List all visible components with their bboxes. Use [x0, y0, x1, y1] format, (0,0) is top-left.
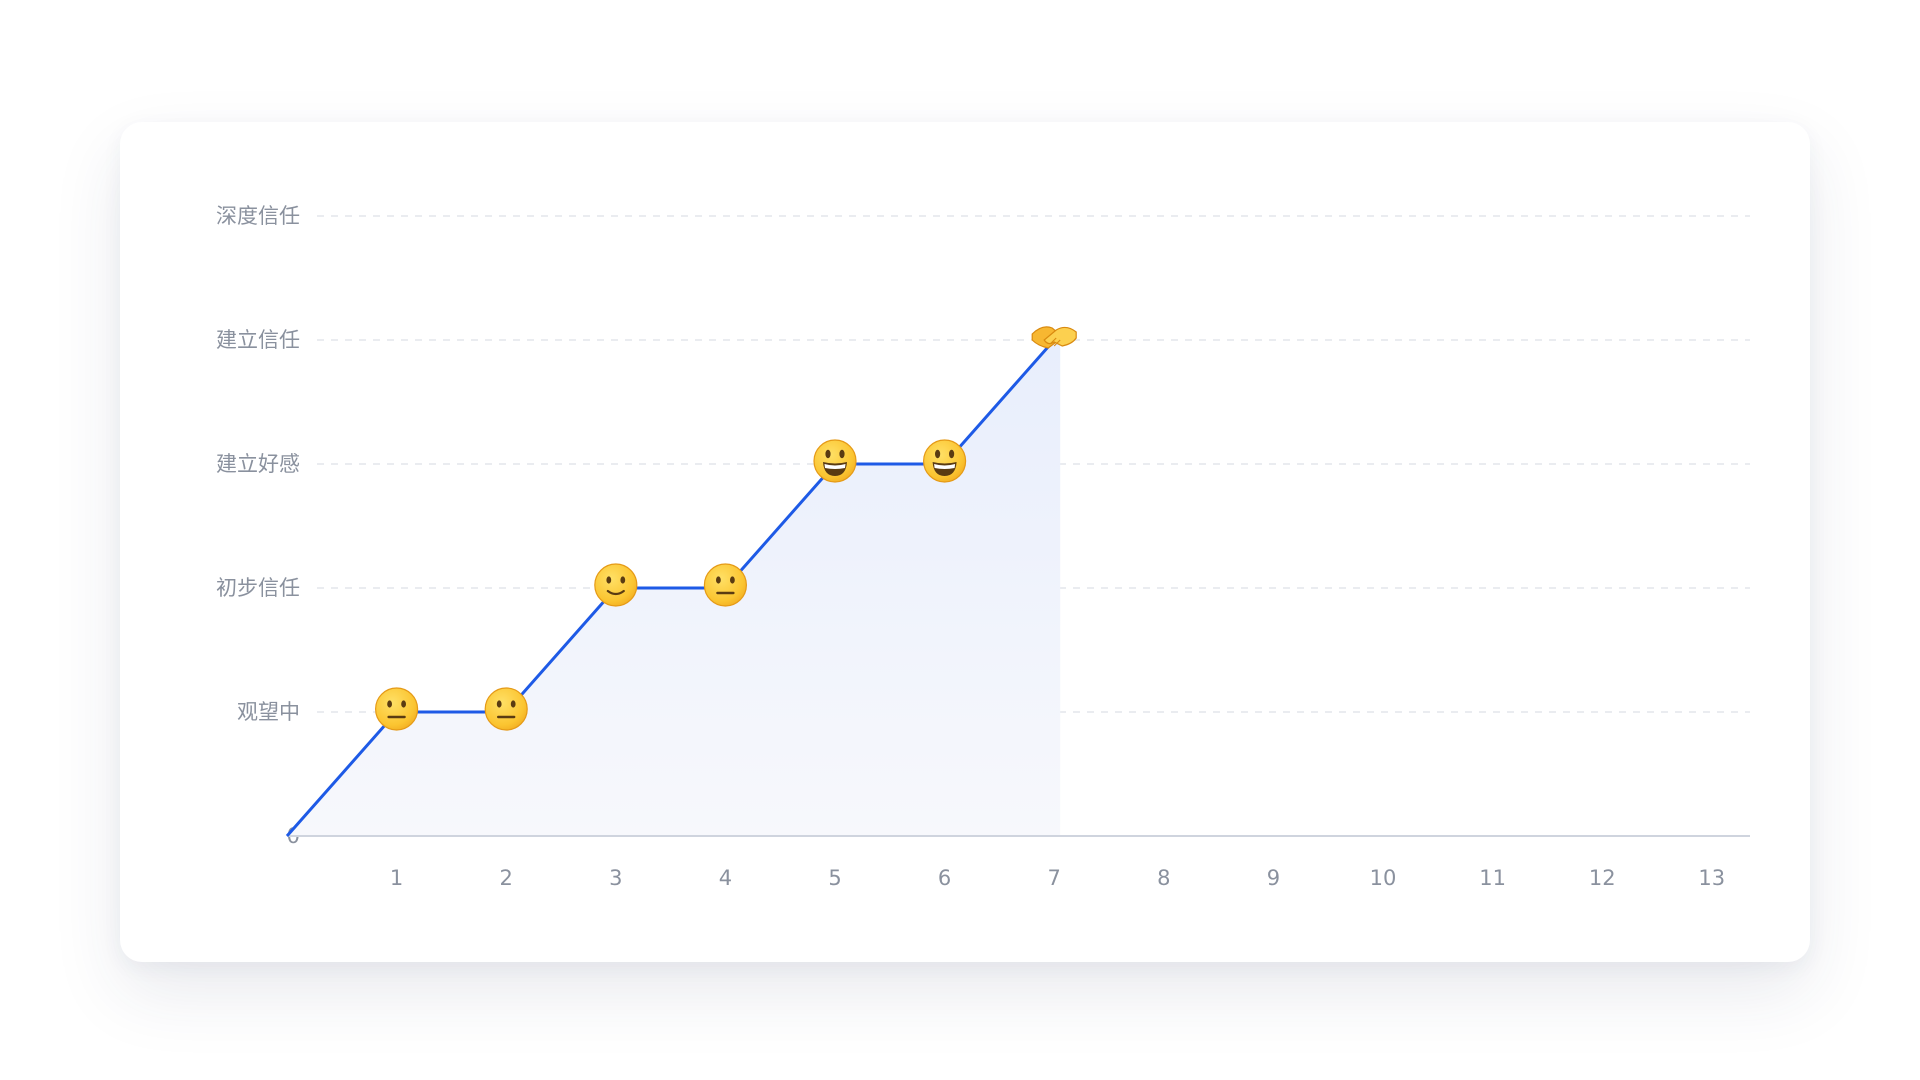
x-tick-label: 8	[1157, 866, 1170, 890]
y-tick-label: 初步信任	[216, 576, 300, 600]
grinning-face-icon	[922, 439, 967, 483]
x-tick-label: 2	[500, 866, 513, 890]
x-tick-label: 7	[1048, 866, 1061, 890]
y-tick-label: 建立好感	[216, 452, 300, 476]
x-tick-label: 10	[1370, 866, 1397, 890]
neutral-face-icon	[703, 563, 748, 607]
series-markers	[375, 326, 1077, 731]
y-tick-label: 深度信任	[216, 204, 300, 228]
x-tick-label: 5	[828, 866, 841, 890]
x-tick-label: 3	[609, 866, 622, 890]
x-tick-label: 13	[1698, 866, 1725, 890]
x-tick-label: 12	[1589, 866, 1616, 890]
slight-smile-face-icon	[594, 563, 638, 607]
y-tick-label: 建立信任	[216, 328, 300, 352]
x-tick-label: 9	[1267, 866, 1280, 890]
neutral-face-icon	[375, 687, 419, 731]
handshake-icon	[1031, 326, 1077, 349]
grinning-face-icon	[813, 439, 857, 483]
x-tick-label: 1	[390, 866, 403, 890]
x-tick-label: 11	[1479, 866, 1506, 890]
x-tick-label: 6	[938, 866, 951, 890]
neutral-face-icon	[484, 687, 528, 731]
x-tick-label: 4	[719, 866, 732, 890]
x-axis-tick-labels: 1 2 3 4 5 6 7 8 9 10 11 12 13	[390, 866, 1725, 890]
y-axis-tick-labels: 0观望中初步信任建立好感建立信任深度信任	[216, 204, 300, 848]
y-tick-label: 观望中	[237, 700, 300, 724]
